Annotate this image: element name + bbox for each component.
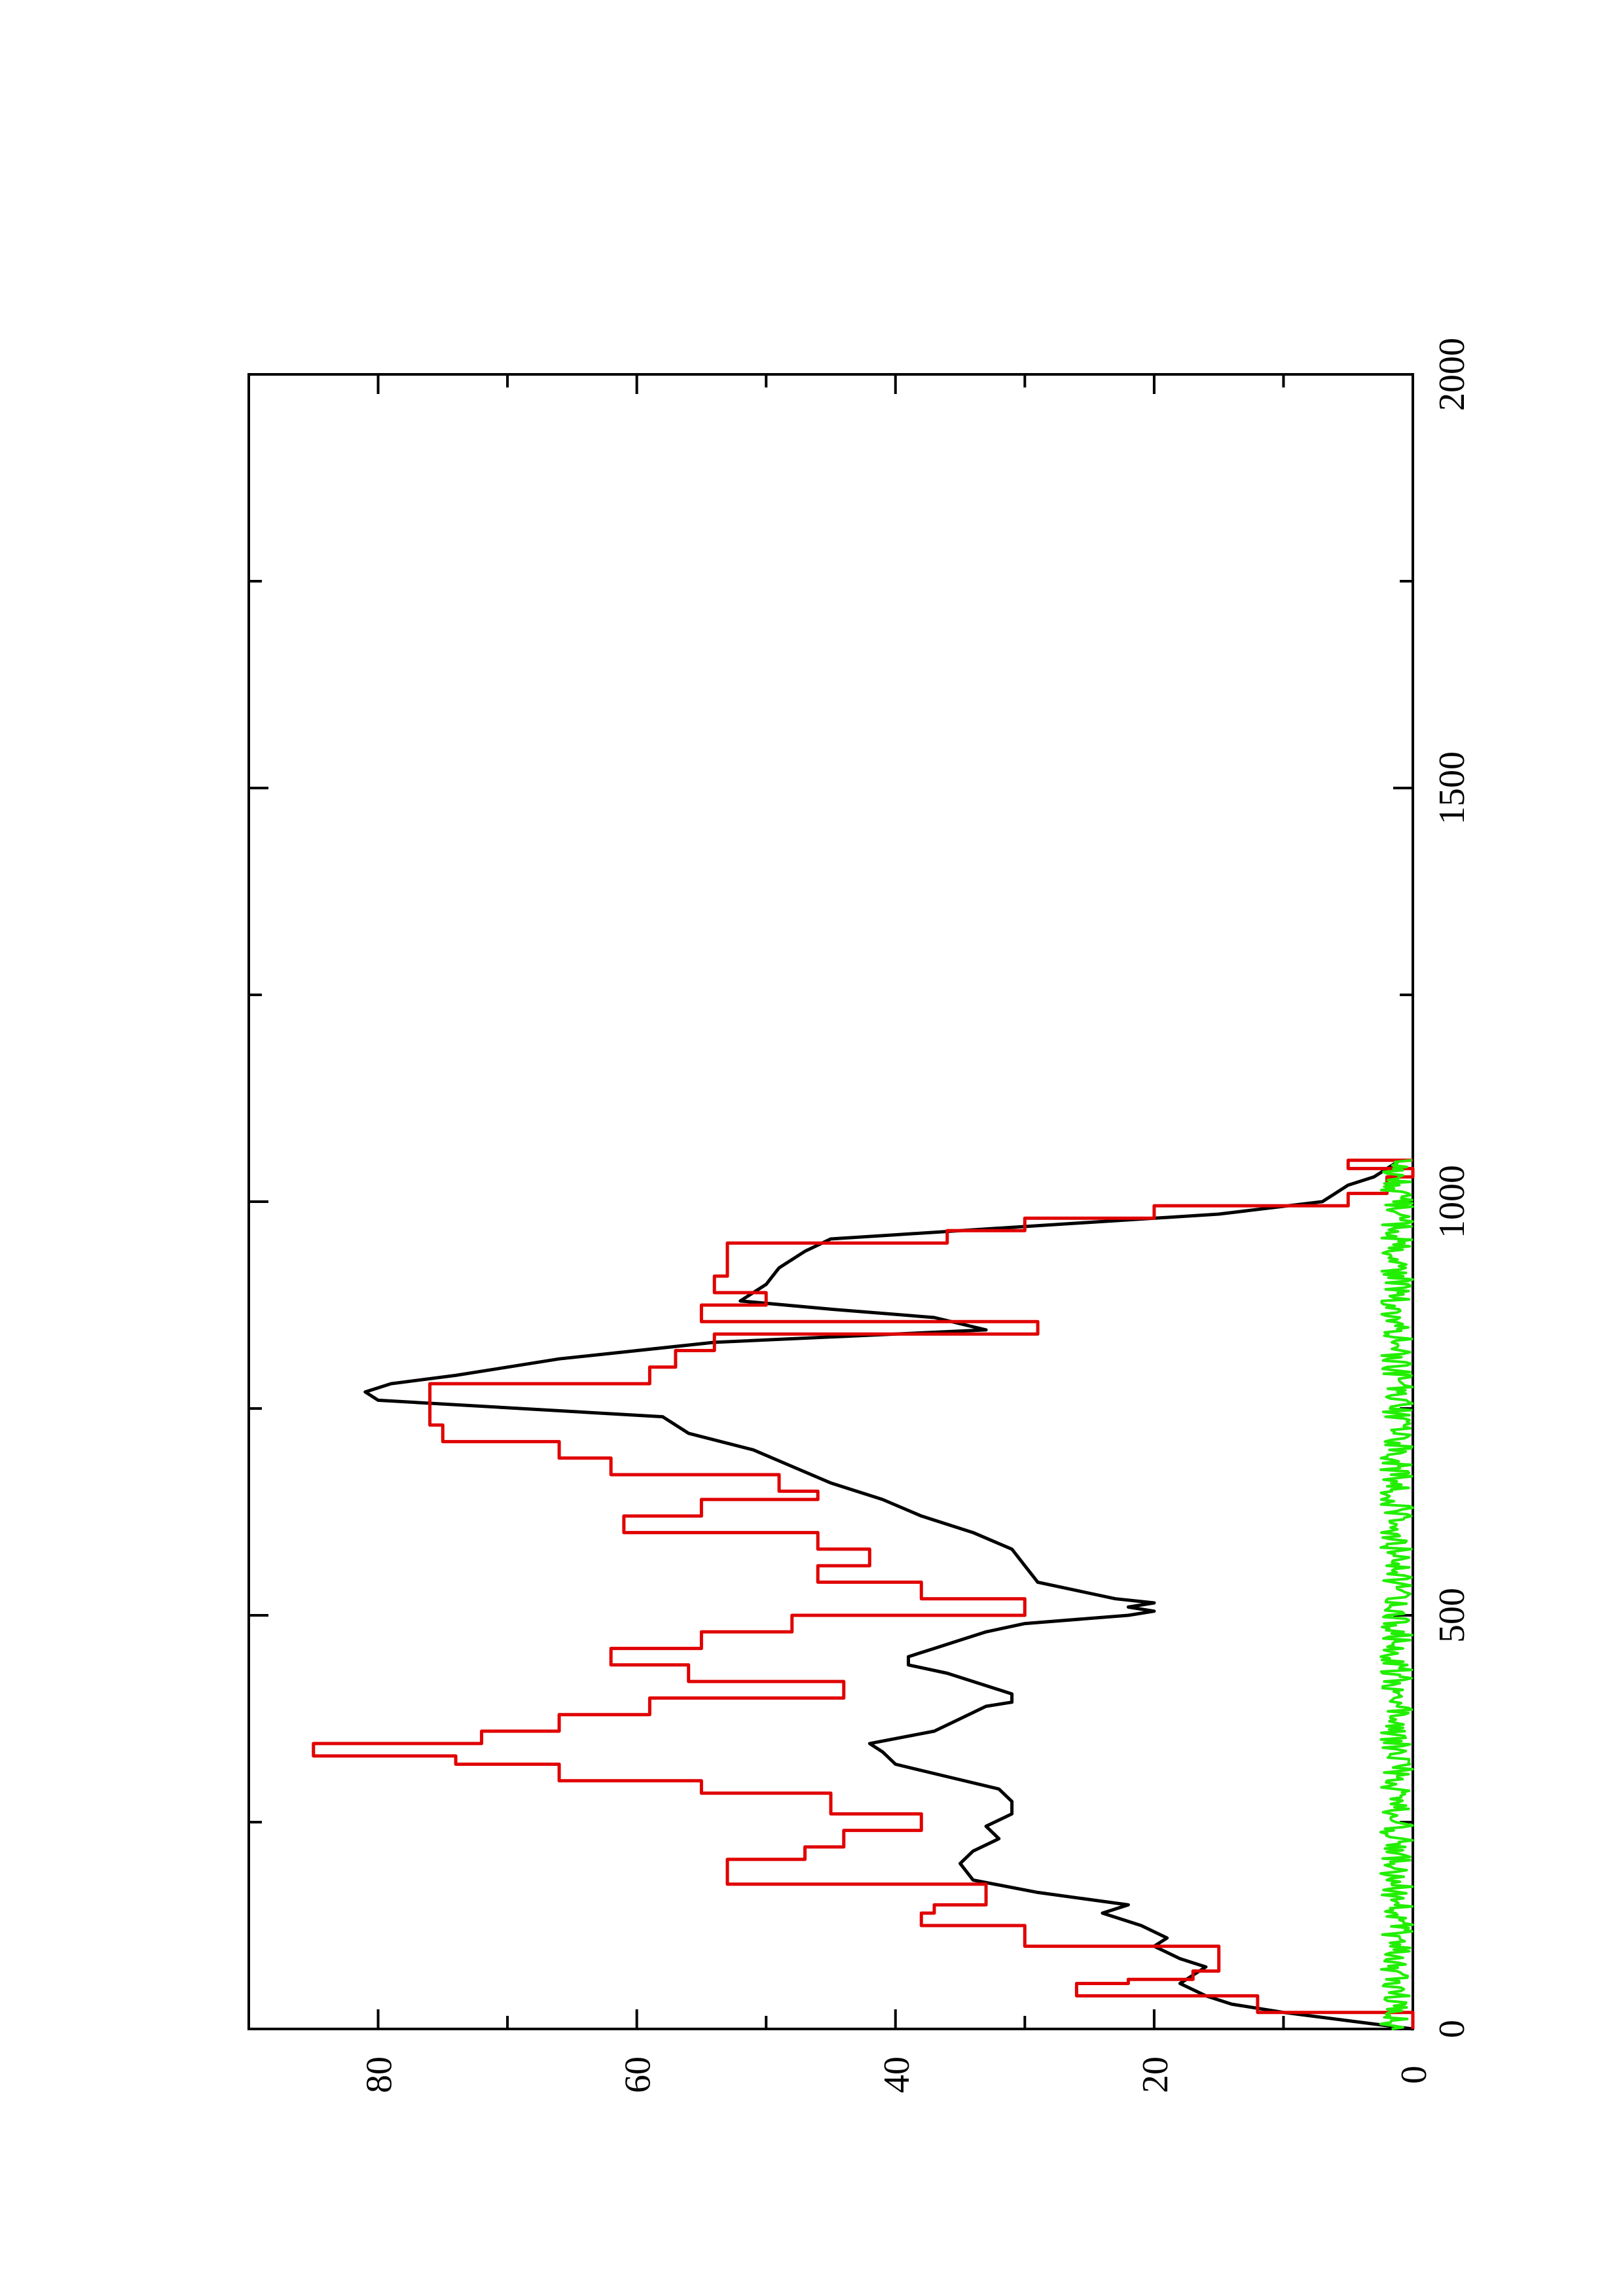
y-tick-label: 80 bbox=[359, 2056, 400, 2093]
y-tick-label: 0 bbox=[1394, 2066, 1434, 2084]
y-tick-label: 40 bbox=[877, 2056, 917, 2093]
x-tick-label: 0 bbox=[1432, 2020, 1472, 2038]
axis-ticks bbox=[247, 373, 1414, 2030]
data-series bbox=[312, 1158, 1415, 2031]
y-tick-label: 20 bbox=[1135, 2056, 1176, 2093]
series-line-2 bbox=[312, 1158, 1415, 2029]
series-line-3 bbox=[1379, 1158, 1414, 2030]
plot-area bbox=[247, 373, 1414, 2030]
x-tick-label: 1000 bbox=[1432, 1165, 1472, 1238]
y-tick-label: 60 bbox=[618, 2056, 659, 2093]
x-tick-label: 2000 bbox=[1432, 338, 1472, 411]
series-line-1 bbox=[363, 1158, 1413, 2031]
x-tick-label: 1500 bbox=[1432, 751, 1472, 825]
plot-frame bbox=[247, 373, 1414, 2030]
tick-labels: 0 500 1000 1500 2000 0 20 40 60 80 bbox=[359, 338, 1472, 2093]
x-tick-label: 500 bbox=[1432, 1588, 1472, 1643]
